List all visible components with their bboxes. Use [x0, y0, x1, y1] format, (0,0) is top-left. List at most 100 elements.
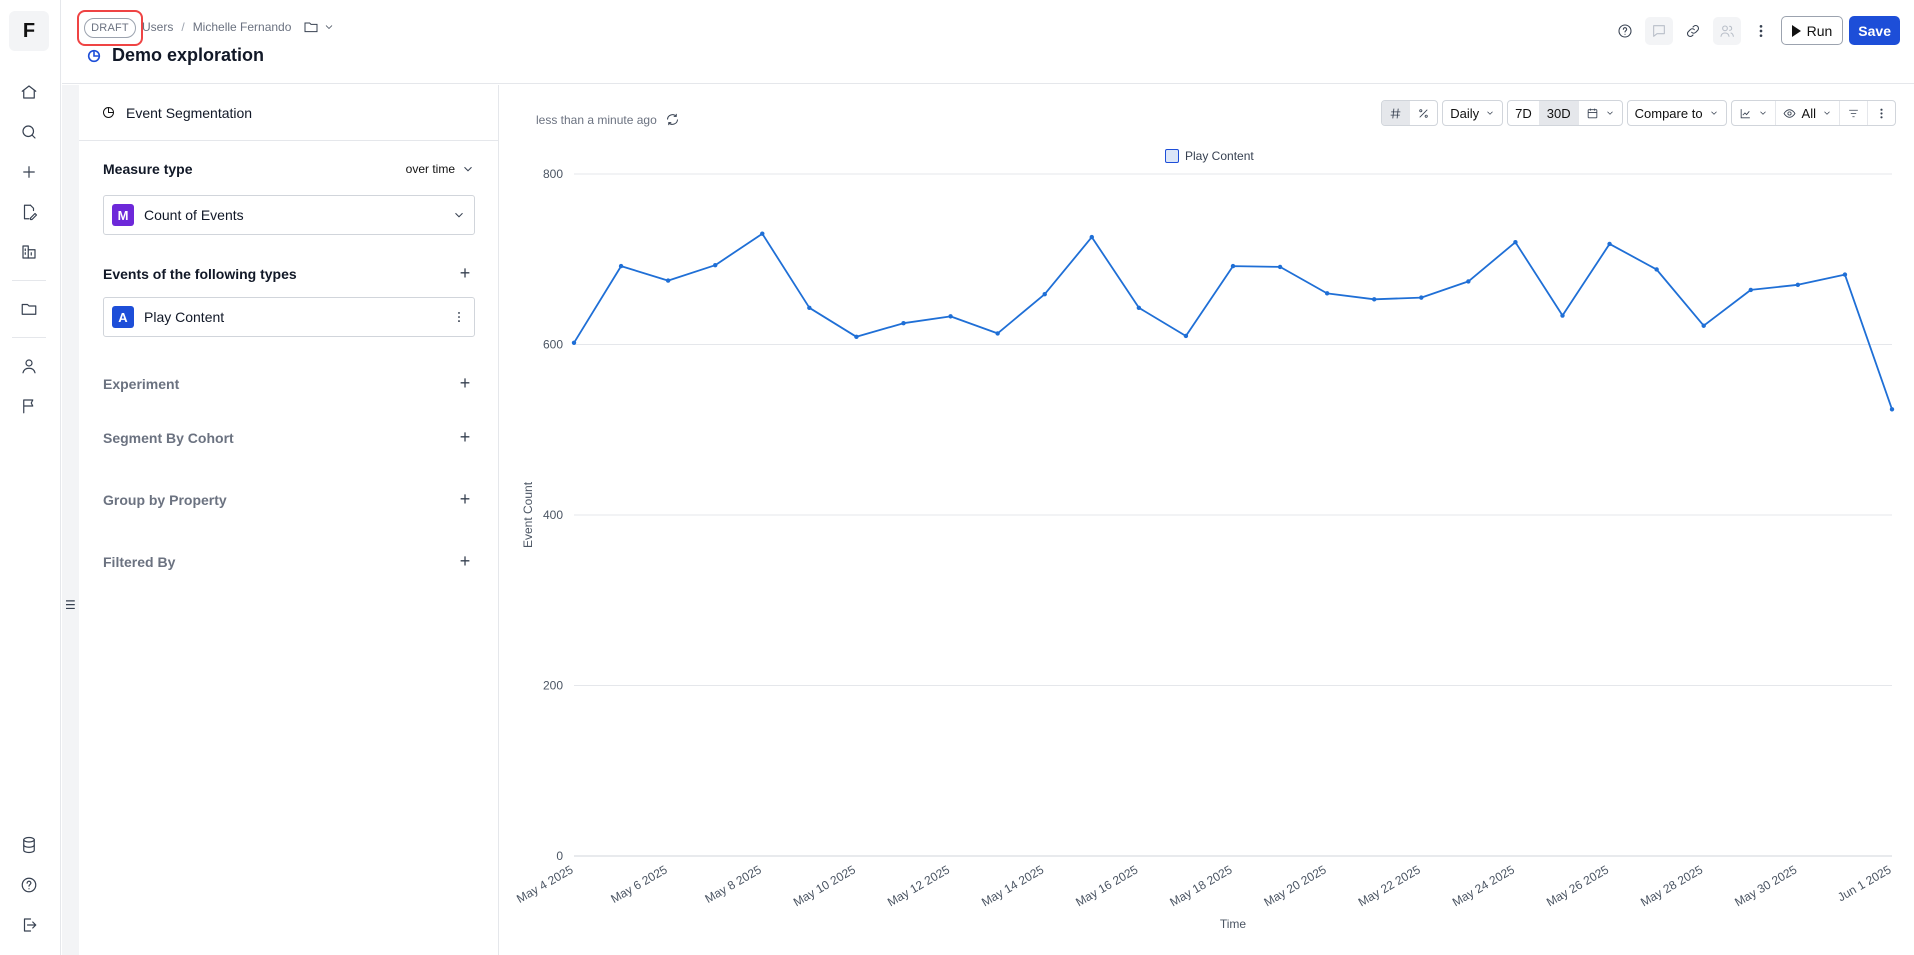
- chart-legend[interactable]: Play Content: [1165, 149, 1254, 163]
- chevron-down-icon: [326, 25, 333, 30]
- breadcrumb-owner[interactable]: Michelle Fernando: [192, 20, 292, 34]
- x-tick-label: May 8 2025: [702, 862, 764, 906]
- data-point: [1466, 279, 1471, 284]
- chart-more-button[interactable]: [1868, 101, 1895, 125]
- panel-header: Event Segmentation: [79, 85, 498, 141]
- compare-label: Compare to: [1634, 105, 1703, 121]
- compare-dropdown[interactable]: Compare to: [1626, 100, 1727, 126]
- filter-row[interactable]: Filtered By +: [103, 551, 475, 572]
- data-point: [1183, 333, 1189, 339]
- data-point: [995, 331, 1000, 336]
- number-format-button[interactable]: [1382, 101, 1411, 125]
- add-event-icon[interactable]: +: [459, 263, 471, 283]
- folder-icon[interactable]: [303, 19, 335, 35]
- calendar-button[interactable]: [1579, 101, 1622, 125]
- x-tick-label: May 16 2025: [1073, 862, 1140, 909]
- data-point: [1701, 323, 1706, 328]
- data-point: [1136, 305, 1142, 311]
- add-filter-icon[interactable]: +: [459, 551, 471, 571]
- data-point: [807, 305, 812, 311]
- y-tick-label: 400: [543, 508, 563, 522]
- database-icon[interactable]: [17, 833, 41, 857]
- breadcrumb-users[interactable]: Users: [142, 20, 174, 34]
- chevron-down-icon: [455, 212, 463, 218]
- data-point: [1654, 267, 1659, 272]
- x-tick-label: Jun 1 2025: [1835, 862, 1894, 904]
- user-icon[interactable]: [17, 354, 41, 378]
- date-range-group: 7D 30D: [1507, 100, 1623, 126]
- legend-label: Play Content: [1185, 149, 1254, 163]
- refresh-icon[interactable]: [665, 112, 680, 127]
- hash-icon: [1390, 108, 1401, 118]
- segmentation-icon: [87, 49, 101, 62]
- visibility-dropdown[interactable]: All: [1776, 101, 1840, 125]
- x-tick-label: May 30 2025: [1732, 862, 1799, 909]
- file-edit-icon[interactable]: [17, 200, 41, 224]
- granularity-dropdown[interactable]: Daily: [1442, 100, 1504, 126]
- segment-row[interactable]: Segment By Cohort +: [103, 427, 475, 448]
- data-point: [713, 263, 718, 268]
- y-tick-label: 200: [543, 679, 563, 693]
- logout-icon[interactable]: [17, 913, 41, 937]
- data-point: [901, 320, 906, 326]
- measure-value: Count of Events: [144, 207, 244, 223]
- home-icon[interactable]: [17, 80, 41, 104]
- data-point: [1748, 287, 1753, 293]
- percent-format-button[interactable]: [1410, 101, 1437, 125]
- y-tick-label: 600: [543, 338, 563, 352]
- list-toggle-icon[interactable]: ☰: [65, 598, 76, 612]
- segmentation-icon: [103, 107, 114, 118]
- data-point: [1419, 295, 1424, 300]
- data-point: [665, 278, 671, 283]
- plus-icon[interactable]: [17, 160, 41, 184]
- legend-swatch: [1165, 149, 1179, 163]
- value-format-toggle: [1381, 100, 1439, 126]
- percent-icon: [1419, 108, 1428, 118]
- run-button[interactable]: Run: [1780, 16, 1844, 45]
- report-icon[interactable]: [17, 240, 41, 264]
- event-value: Play Content: [144, 309, 225, 325]
- x-tick-label: May 20 2025: [1262, 862, 1329, 909]
- panel-collapse-strip[interactable]: ☰: [62, 85, 79, 955]
- more-vertical-icon: [1880, 108, 1883, 118]
- range-30d-button[interactable]: 30D: [1539, 101, 1579, 125]
- add-experiment-icon[interactable]: +: [459, 373, 471, 393]
- measure-mode-dropdown[interactable]: over time: [406, 162, 475, 176]
- play-icon: [1791, 24, 1801, 37]
- add-segment-icon[interactable]: +: [459, 427, 471, 447]
- chart-type-dropdown[interactable]: [1732, 101, 1776, 125]
- chart-area: 0 200 400 600 800 May 4 2025 May 6 2025 May 8 2…: [500, 85, 1914, 955]
- save-button[interactable]: Save: [1849, 16, 1900, 45]
- top-header: DRAFT Users / Michelle Fernando Demo exp…: [62, 0, 1914, 84]
- series-line: [573, 232, 1893, 410]
- line-chart[interactable]: 0 200 400 600 800 May 4 2025 May 6 2025 May 8 2…: [500, 85, 1914, 955]
- page-title[interactable]: Demo exploration: [112, 45, 265, 65]
- help-icon[interactable]: [1611, 17, 1639, 45]
- search-icon[interactable]: [17, 120, 41, 144]
- x-tick-label: May 10 2025: [791, 862, 858, 909]
- folder-icon[interactable]: [17, 297, 41, 321]
- app-logo[interactable]: F: [9, 11, 49, 51]
- eye-icon: [1783, 108, 1795, 118]
- filter-title: Filtered By: [103, 553, 176, 570]
- x-tick-label: May 24 2025: [1450, 862, 1517, 909]
- add-group-icon[interactable]: +: [459, 489, 471, 509]
- events-title: Events of the following types: [103, 265, 297, 282]
- chart-toolbar: Daily 7D 30D Compare to: [1381, 100, 1896, 126]
- event-item[interactable]: A Play Content: [103, 297, 475, 337]
- flag-icon[interactable]: [17, 394, 41, 418]
- help-icon[interactable]: [17, 873, 41, 897]
- line-chart-icon: [1740, 108, 1750, 118]
- filter-lines-button[interactable]: [1840, 101, 1868, 125]
- visibility-label: All: [1801, 105, 1816, 121]
- comment-icon[interactable]: [1644, 16, 1673, 45]
- range-7d-button[interactable]: 7D: [1508, 101, 1540, 125]
- x-tick-label: May 12 2025: [885, 862, 952, 909]
- measure-select[interactable]: M Count of Events: [103, 195, 475, 235]
- more-vertical-icon[interactable]: [1747, 17, 1775, 45]
- link-icon[interactable]: [1679, 17, 1707, 45]
- experiment-row[interactable]: Experiment +: [103, 373, 475, 394]
- group-row[interactable]: Group by Property +: [103, 489, 475, 510]
- share-users-icon[interactable]: [1712, 16, 1741, 45]
